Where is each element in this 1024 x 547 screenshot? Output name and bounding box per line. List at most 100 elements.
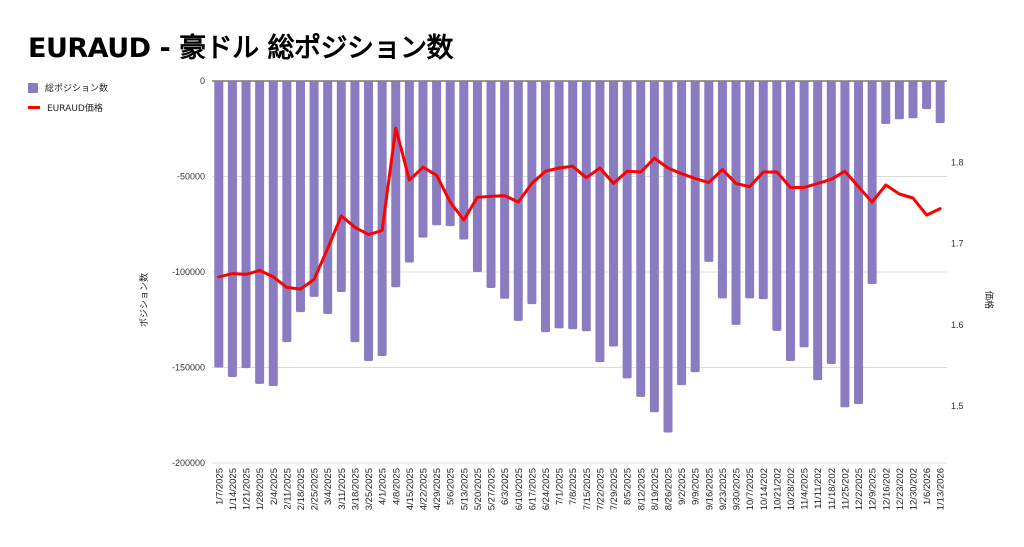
legend-item-price: EURAUD価格 <box>28 101 103 114</box>
x-tick-label: 8/19/2025 <box>650 468 661 510</box>
bar <box>772 81 782 331</box>
x-tick-label: 12/23/202 <box>895 468 906 510</box>
y-axis-title: ポジション数 <box>138 273 149 327</box>
x-tick-label: 2/25/2025 <box>310 468 321 510</box>
bar <box>459 81 469 240</box>
x-tick-label: 5/27/2025 <box>487 468 498 510</box>
bar <box>785 81 795 362</box>
x-tick-label: 10/14/202 <box>759 468 770 510</box>
x-tick-label: 6/17/2025 <box>527 468 538 510</box>
bar <box>445 81 455 227</box>
x-tick-label: 10/7/2025 <box>745 468 756 510</box>
x-tick-label: 9/30/2025 <box>732 468 743 510</box>
bar <box>336 81 346 293</box>
bar <box>500 81 510 299</box>
x-tick-label: 11/25/202 <box>840 468 851 510</box>
bar <box>364 81 374 362</box>
bar <box>241 81 251 369</box>
y2-axis-title: 価格 <box>984 291 995 309</box>
x-tick-label: 2/11/2025 <box>282 468 293 510</box>
bar <box>486 81 496 289</box>
bar <box>935 81 945 124</box>
bar <box>922 81 932 110</box>
y2-tick-label: 1.5 <box>951 401 964 411</box>
bar <box>323 81 333 315</box>
x-tick-label: 12/30/202 <box>908 468 919 510</box>
x-tick-label: 5/13/2025 <box>459 468 470 510</box>
bar <box>663 81 673 433</box>
x-tick-label: 10/21/202 <box>772 468 783 510</box>
bar <box>350 81 360 343</box>
x-tick-label: 4/29/2025 <box>432 468 443 510</box>
bar <box>527 81 537 305</box>
bar <box>908 81 918 119</box>
x-tick-label: 9/9/2025 <box>691 468 702 505</box>
y-tick-label: -50000 <box>177 172 205 182</box>
x-tick-label: 2/4/2025 <box>269 468 280 505</box>
x-tick-label: 7/8/2025 <box>568 468 579 505</box>
bar <box>704 81 714 262</box>
x-tick-label: 3/4/2025 <box>323 468 334 505</box>
y-tick-label: -200000 <box>172 458 205 468</box>
bar <box>622 81 632 379</box>
x-tick-label: 7/15/2025 <box>582 468 593 510</box>
x-tick-label: 8/12/2025 <box>636 468 647 510</box>
bar <box>214 81 224 368</box>
bar <box>581 81 591 332</box>
bar <box>595 81 605 363</box>
chart-title: EURAUD - 豪ドル 総ポジション数 <box>28 33 453 64</box>
x-tick-label: 12/2/2025 <box>854 468 865 510</box>
x-tick-label: 9/23/2025 <box>718 468 729 510</box>
x-tick-label: 1/7/2025 <box>214 468 225 505</box>
bar <box>404 81 414 263</box>
bar <box>894 81 904 120</box>
x-tick-label: 1/13/2026 <box>936 468 947 510</box>
bar <box>758 81 768 300</box>
x-tick-label: 11/18/202 <box>827 468 838 510</box>
bar <box>554 81 564 329</box>
x-tick-label: 3/18/2025 <box>350 468 361 510</box>
x-tick-label: 8/26/2025 <box>663 468 674 510</box>
bar <box>717 81 727 299</box>
x-tick-label: 7/1/2025 <box>555 468 566 505</box>
y2-tick-label: 1.6 <box>951 320 964 330</box>
bar <box>472 81 482 272</box>
x-tick-label: 12/16/202 <box>881 468 892 510</box>
x-tick-label: 2/18/2025 <box>296 468 307 510</box>
x-tick-label: 6/3/2025 <box>500 468 511 505</box>
x-tick-label: 4/22/2025 <box>418 468 429 510</box>
legend-label: EURAUD価格 <box>47 104 103 114</box>
bar <box>227 81 237 378</box>
bar <box>731 81 741 325</box>
bar <box>391 81 401 288</box>
x-tick-label: 3/11/2025 <box>337 468 348 510</box>
bar <box>799 81 809 348</box>
x-tick-label: 8/5/2025 <box>623 468 634 505</box>
bar <box>813 81 823 381</box>
price-line <box>217 126 942 291</box>
bar <box>609 81 619 347</box>
legend-bar-swatch <box>28 82 38 93</box>
x-tick-label: 4/1/2025 <box>378 468 389 505</box>
x-tick-label: 11/4/2025 <box>800 468 811 510</box>
legend-line-swatch <box>28 106 40 109</box>
bar <box>295 81 305 313</box>
x-tick-label: 5/6/2025 <box>446 468 457 505</box>
y-tick-label: -150000 <box>172 363 205 373</box>
bar <box>309 81 319 297</box>
bar <box>636 81 646 397</box>
x-tick-label: 12/9/2025 <box>868 468 879 510</box>
x-tick-label: 10/28/202 <box>786 468 797 510</box>
bar <box>867 81 877 285</box>
bar <box>690 81 700 373</box>
x-tick-label: 7/22/2025 <box>595 468 606 510</box>
bar <box>418 81 428 238</box>
x-tick-label: 4/15/2025 <box>405 468 416 510</box>
x-tick-label: 9/16/2025 <box>704 468 715 510</box>
bar <box>840 81 850 408</box>
x-tick-label: 11/11/202 <box>813 468 824 509</box>
x-tick-label: 9/2/2025 <box>677 468 688 505</box>
legend-item-positions: 総ポジション数 <box>28 81 108 94</box>
bar <box>540 81 550 333</box>
